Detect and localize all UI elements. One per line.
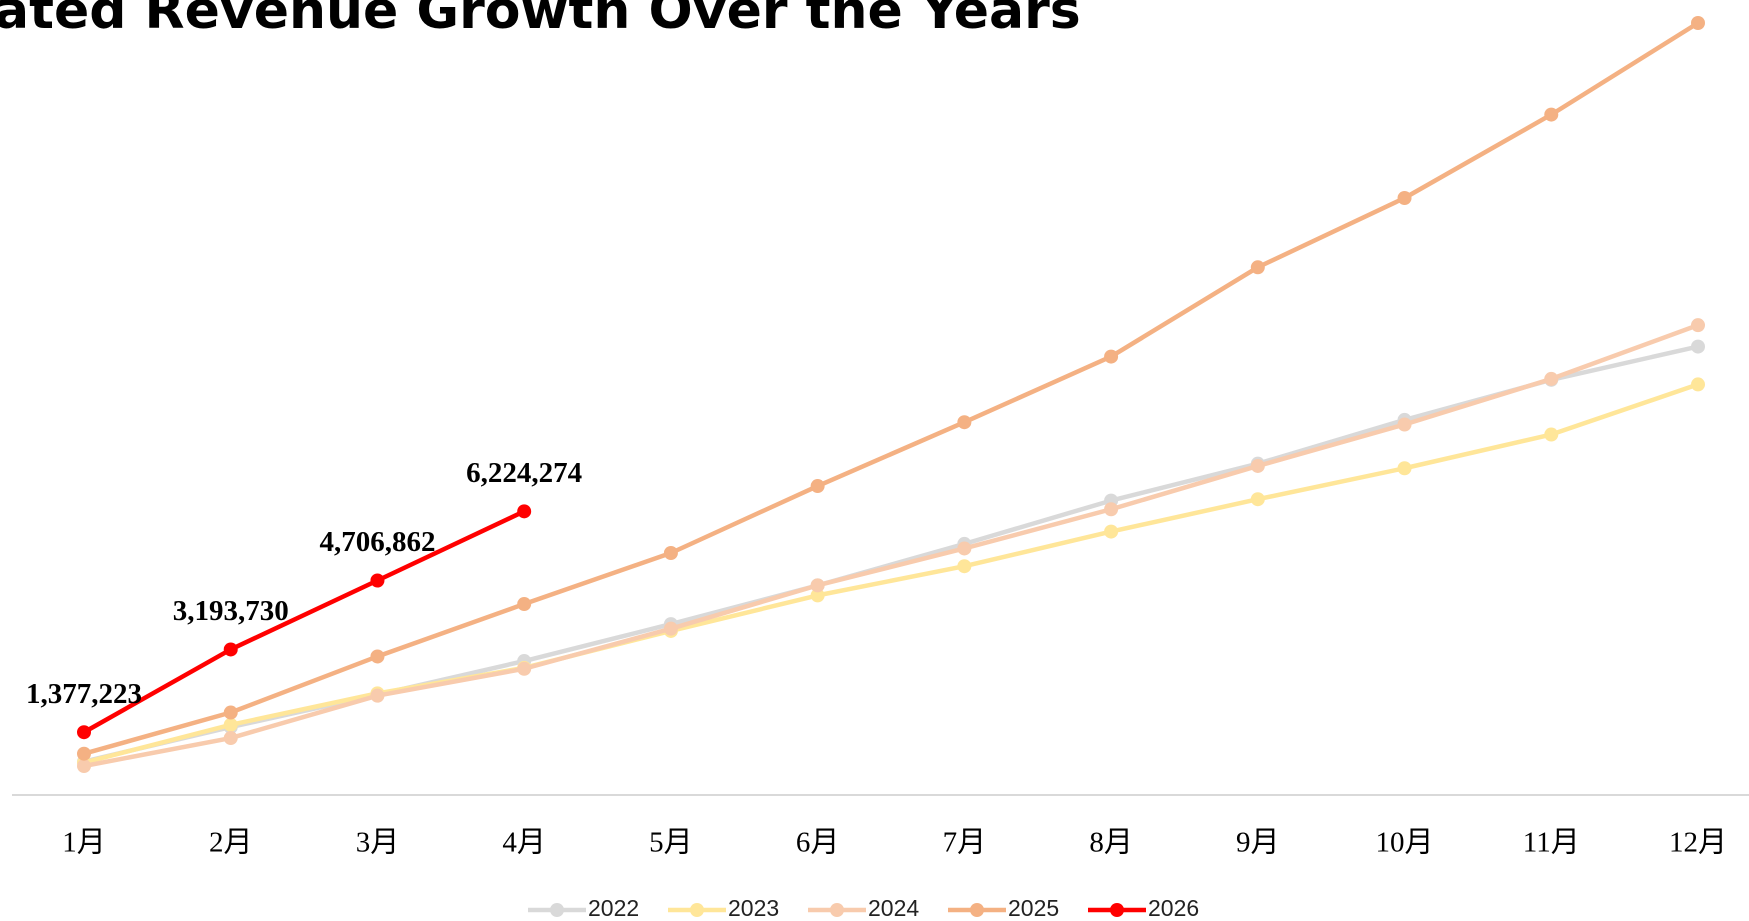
data-point <box>77 759 91 774</box>
x-tick-label: 3月 <box>356 827 400 859</box>
data-point <box>1544 427 1559 442</box>
x-tick-label: 4月 <box>502 827 546 859</box>
legend-marker <box>970 903 984 917</box>
data-point <box>223 642 238 657</box>
data-point <box>370 688 385 703</box>
data-point <box>1691 377 1705 392</box>
data-point <box>957 415 972 430</box>
x-tick-label: 8月 <box>1089 827 1133 859</box>
legend-label: 2025 <box>1008 895 1059 921</box>
legend-marker <box>830 903 844 917</box>
data-point <box>223 731 238 746</box>
series-line <box>83 21 1700 756</box>
legend-label: 2022 <box>588 895 639 921</box>
data-point <box>1397 417 1412 432</box>
legend-marker <box>550 903 564 917</box>
data-point <box>223 705 238 720</box>
data-point <box>1397 190 1412 205</box>
data-point <box>517 597 532 612</box>
x-tick-label: 1月 <box>62 827 106 859</box>
x-tick-label: 12月 <box>1669 827 1727 859</box>
data-point <box>663 546 678 561</box>
chart-title: ated Revenue Growth Over the Years <box>0 0 1081 41</box>
x-tick-label: 11月 <box>1523 827 1580 859</box>
data-point <box>1544 371 1559 386</box>
series-line <box>82 509 526 735</box>
data-label: 4,706,862 <box>319 526 435 558</box>
series-line <box>83 382 1699 765</box>
legend-marker <box>1110 903 1124 917</box>
data-point <box>1250 260 1265 275</box>
data-point <box>957 559 972 574</box>
data-point <box>1250 458 1265 473</box>
data-point <box>77 725 91 740</box>
x-tick-label: 2月 <box>209 827 253 859</box>
data-point <box>1104 349 1119 364</box>
data-point <box>517 661 532 676</box>
data-label: 1,377,223 <box>26 678 142 710</box>
series-line <box>83 323 1699 769</box>
data-point <box>810 479 825 494</box>
data-point <box>77 746 91 761</box>
data-point <box>517 504 532 519</box>
data-point <box>370 573 385 588</box>
data-point <box>957 541 972 556</box>
data-point <box>223 717 238 732</box>
data-point <box>1397 461 1412 476</box>
legend-marker <box>690 903 704 917</box>
data-point <box>1691 318 1705 333</box>
x-tick-label: 5月 <box>649 827 693 859</box>
legend-label: 2026 <box>1148 895 1199 921</box>
data-point <box>370 649 385 664</box>
data-point <box>810 578 825 593</box>
data-label: 6,224,274 <box>466 457 582 489</box>
data-point <box>810 588 825 603</box>
legend-label: 2023 <box>728 895 779 921</box>
x-tick-label: 9月 <box>1236 827 1280 859</box>
data-point <box>1250 492 1265 507</box>
data-point <box>663 621 678 636</box>
x-tick-label: 7月 <box>943 827 987 859</box>
x-tick-label: 10月 <box>1376 827 1434 859</box>
data-point <box>1104 524 1119 539</box>
data-point <box>1691 16 1705 30</box>
x-tick-label: 6月 <box>796 827 840 859</box>
data-label: 3,193,730 <box>173 595 289 627</box>
legend-label: 2024 <box>868 895 919 921</box>
data-point <box>1104 502 1119 517</box>
data-point <box>1544 107 1559 122</box>
data-point <box>1691 339 1705 354</box>
